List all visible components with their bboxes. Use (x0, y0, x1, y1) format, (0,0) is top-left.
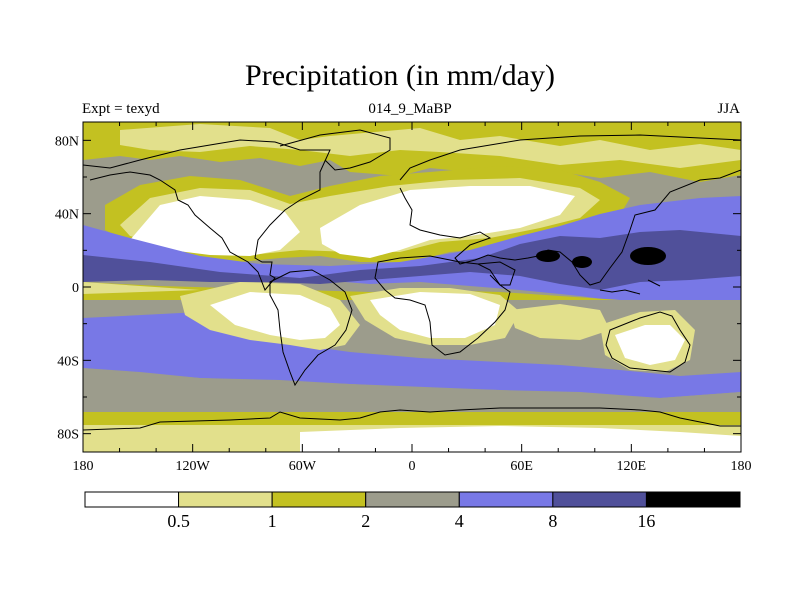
plot-title: Precipitation (in mm/day) (245, 59, 555, 92)
y-tick-label: 40N (55, 208, 79, 223)
y-tick-label: 80S (57, 428, 79, 443)
monsoon-core-3 (630, 247, 666, 265)
colorbar-label: 0.5 (167, 511, 190, 531)
coast-arabia (477, 261, 516, 286)
africa-white (370, 292, 500, 338)
y-tick-label: 80N (55, 134, 79, 149)
run-label: 014_9_MaBP (368, 101, 452, 117)
experiment-label: Expt = texyd (82, 101, 160, 117)
arctic-yellow-band (120, 124, 741, 168)
y-tick-label: 40S (57, 354, 79, 369)
colorbar-swatch (365, 491, 460, 508)
colorbar-swatch (84, 491, 180, 508)
y-tick-label: 0 (72, 281, 79, 296)
colorbar-swatch (645, 491, 741, 508)
australia-white (615, 325, 685, 365)
colorbar-swatch (178, 491, 273, 508)
coast-africa (374, 255, 511, 356)
colorbar-label: 2 (361, 511, 370, 531)
x-tick-label: 120E (617, 459, 647, 474)
coast-greenland (279, 129, 391, 171)
coast-south-america (269, 269, 353, 387)
antarctic-white (300, 426, 741, 452)
coast-australia (605, 311, 691, 373)
colorbar-label: 16 (637, 511, 655, 531)
monsoon-core-2 (572, 256, 592, 268)
coastlines (83, 129, 741, 431)
colorbar-swatch (458, 491, 554, 508)
x-tick-label: 60W (289, 459, 317, 474)
coast-antarctica (83, 407, 741, 431)
coast-maritime (599, 279, 661, 295)
monsoon-core-1 (536, 250, 560, 262)
coast-eurasia (399, 134, 741, 286)
x-tick-label: 0 (409, 459, 416, 474)
y-axis-ticks: 80N 40N 0 40S 80S (55, 134, 741, 443)
colorbar: 0.5 1 2 4 8 16 (84, 491, 741, 531)
precip-field (83, 122, 741, 452)
x-tick-label: 180 (731, 459, 752, 474)
indian-yellow (510, 304, 610, 340)
x-tick-label: 120W (176, 459, 211, 474)
nh-white-eurasia (320, 186, 575, 258)
x-tick-label: 60E (510, 459, 533, 474)
colorbar-swatch (552, 491, 647, 508)
colorbar-label: 1 (268, 511, 277, 531)
x-tick-label: 180 (73, 459, 94, 474)
itcz-dark-blue (83, 230, 741, 290)
coast-north-america (83, 139, 331, 291)
sh-gray-band-2 (83, 368, 741, 412)
colorbar-label: 4 (455, 511, 464, 531)
season-label: JJA (717, 101, 740, 117)
tropics-yellow-inner (83, 282, 200, 294)
colorbar-label: 8 (548, 511, 557, 531)
x-axis-ticks: 180 120W 60W 0 60E 120E 180 (73, 122, 752, 474)
sa-white (210, 292, 340, 340)
colorbar-swatch (271, 491, 367, 508)
